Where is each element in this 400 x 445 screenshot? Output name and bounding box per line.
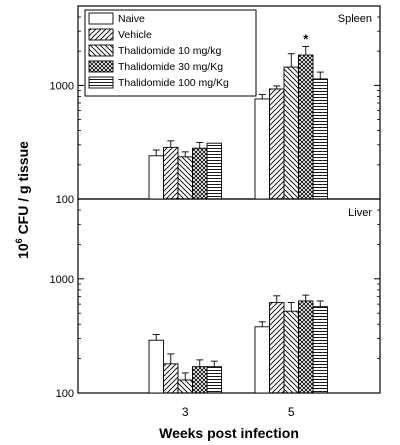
liver-panel-frame bbox=[77, 198, 381, 394]
liver-bar-week3-series2 bbox=[163, 363, 179, 394]
liver-bar-week5-series4 bbox=[298, 300, 314, 394]
legend-frame bbox=[84, 9, 257, 97]
legend-swatch-thalidomide-30 bbox=[88, 60, 114, 73]
spleen-bar-week3-series4 bbox=[192, 147, 208, 200]
liver-tick-label: 1000 bbox=[50, 274, 74, 286]
spleen-significance-marker: * bbox=[303, 32, 309, 47]
liver-bar-week3-series5 bbox=[206, 366, 222, 394]
legend-label-thalidomide-30: Thalidomide 30 mg/Kg bbox=[118, 61, 223, 73]
liver-panel-title: Liver bbox=[348, 207, 372, 219]
x-tick-label: 3 bbox=[182, 405, 189, 419]
y-axis-label-base: 10 bbox=[15, 243, 31, 259]
y-axis-label-exponent: 6 bbox=[14, 238, 24, 243]
liver-bar-week5-series3 bbox=[283, 310, 299, 394]
spleen-panel-title: Spleen bbox=[338, 13, 372, 25]
spleen-bar-week3-series5 bbox=[206, 142, 222, 200]
spleen-bar-week3-series1 bbox=[148, 155, 164, 200]
legend-swatch-thalidomide-100 bbox=[88, 76, 114, 89]
legend-swatch-vehicle bbox=[88, 28, 114, 41]
spleen-bar-week3-series2 bbox=[163, 146, 179, 200]
legend-label-thalidomide-10: Thalidomide 10 mg/kg bbox=[118, 45, 221, 57]
spleen-bar-week3-series3 bbox=[177, 156, 193, 200]
spleen-bar-week5-series4 bbox=[298, 54, 314, 200]
spleen-bar-week5-series1 bbox=[254, 98, 270, 200]
spleen-bar-week5-series2 bbox=[269, 88, 285, 200]
y-axis-label: 106 CFU / g tissue bbox=[14, 141, 31, 259]
legend: Naive Vehicle Thalidomide 10 mg/kg Thali… bbox=[84, 9, 257, 97]
liver-bar-week5-series1 bbox=[254, 326, 270, 394]
liver-bar-week5-series2 bbox=[269, 302, 285, 394]
liver-tick-label: 100 bbox=[56, 388, 74, 400]
spleen-bar-week5-series5 bbox=[312, 78, 328, 200]
chart-marks: 100 1000 * 100 1000 3 5 bbox=[50, 16, 380, 419]
spleen-tick-label: 100 bbox=[56, 194, 74, 206]
legend-label-thalidomide-100: Thalidomide 100 mg/Kg bbox=[118, 77, 229, 89]
x-tick-label: 5 bbox=[288, 405, 295, 419]
legend-swatch-naive bbox=[88, 12, 114, 25]
liver-bar-week3-series1 bbox=[148, 339, 164, 394]
legend-label-naive: Naive bbox=[118, 13, 145, 25]
x-axis-label: Weeks post infection bbox=[159, 425, 299, 441]
liver-bar-week3-series4 bbox=[192, 366, 208, 394]
liver-bar-week5-series5 bbox=[312, 306, 328, 394]
legend-swatch-thalidomide-10 bbox=[88, 44, 114, 57]
spleen-tick-label: 1000 bbox=[50, 80, 74, 92]
y-axis-label-rest: CFU / g tissue bbox=[15, 141, 31, 238]
liver-bar-week3-series3 bbox=[177, 379, 193, 394]
legend-label-vehicle: Vehicle bbox=[118, 29, 152, 41]
spleen-bar-week5-series3 bbox=[283, 66, 299, 200]
